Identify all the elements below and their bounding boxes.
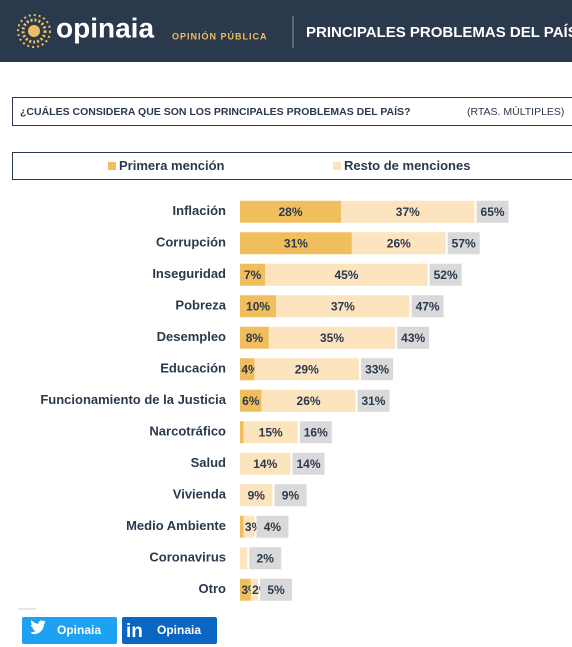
total-label: 47%: [416, 299, 440, 313]
bar-segment: [243, 421, 298, 444]
chart-title: ¿CUÁLES CONSIDERA QUE SON LOS PRINCIPALE…: [20, 105, 410, 118]
bar-segment: [240, 326, 269, 349]
total-box: [357, 389, 390, 412]
total-box: [292, 452, 325, 475]
total-label: 43%: [401, 331, 425, 345]
y-tick-label: Narcotráfico: [149, 424, 226, 439]
value-label: 29%: [295, 362, 319, 376]
bar-segment: [240, 421, 244, 444]
logo-icon: [17, 14, 51, 48]
value-label: 9%: [248, 488, 266, 502]
value-label: 15%: [259, 425, 283, 439]
y-tick-label: Funcionamiento de la Justicia: [40, 392, 226, 407]
y-tick-label: Otro: [199, 581, 227, 596]
header-title: PRINCIPALES PROBLEMAS DEL PAÍS: [306, 24, 572, 41]
bar-segment: [243, 515, 255, 538]
value-label: 31%: [284, 236, 308, 250]
value-label: 26%: [297, 394, 321, 408]
y-tick-label: Educación: [160, 361, 226, 376]
bar-segment: [250, 578, 259, 601]
header-bar: [0, 0, 572, 62]
value-label: 6%: [242, 394, 260, 408]
total-box: [249, 547, 282, 570]
total-box: [397, 326, 430, 349]
bar-segment: [240, 578, 251, 601]
linkedin-icon: in: [126, 621, 143, 642]
total-label: 65%: [481, 205, 505, 219]
legend-box: [12, 152, 572, 180]
legend-label: Primera mención: [119, 158, 225, 173]
twitter-button[interactable]: [22, 617, 117, 644]
y-tick-label: Vivienda: [173, 487, 227, 502]
y-tick-label: Pobreza: [175, 298, 226, 313]
total-label: 31%: [361, 394, 385, 408]
total-box: [274, 484, 307, 507]
value-label: 28%: [279, 205, 303, 219]
total-box: [299, 421, 332, 444]
total-box: [429, 263, 462, 286]
total-label: 2%: [257, 551, 275, 565]
total-label: 52%: [434, 268, 458, 282]
bar-segment: [240, 263, 266, 286]
bar-segment: [240, 452, 291, 475]
y-tick-label: Inflación: [173, 203, 227, 218]
bar-segment: [240, 484, 273, 507]
value-label: 7%: [244, 268, 262, 282]
value-label: 8%: [246, 331, 264, 345]
value-label: 45%: [334, 268, 358, 282]
total-box: [256, 515, 289, 538]
value-label: 10%: [246, 299, 270, 313]
bar-segment: [261, 389, 356, 412]
bar-segment: [341, 200, 475, 223]
bar-segment: [254, 358, 360, 381]
legend-swatch: [108, 162, 116, 170]
bar-segment: [276, 295, 410, 318]
y-tick-label: Coronavirus: [149, 550, 226, 565]
total-box: [447, 232, 480, 255]
linkedin-label[interactable]: Opinaia: [157, 623, 201, 637]
total-label: 16%: [304, 425, 328, 439]
bar-segment: [240, 547, 248, 570]
total-label: 9%: [282, 488, 300, 502]
legend-swatch: [333, 162, 341, 170]
value-label: 26%: [387, 236, 411, 250]
total-box: [361, 358, 394, 381]
y-tick-label: Corrupción: [156, 235, 226, 250]
linkedin-button[interactable]: [122, 617, 217, 644]
total-box: [260, 578, 293, 601]
brand: opinaia: [56, 12, 154, 43]
y-tick-label: Desempleo: [157, 329, 226, 344]
total-label: 57%: [452, 236, 476, 250]
bar-segment: [240, 295, 277, 318]
y-tick-label: Inseguridad: [152, 266, 226, 281]
bar-segment: [240, 232, 352, 255]
value-label: 37%: [396, 205, 420, 219]
brand-sub: OPINIÓN PÚBLICA: [172, 30, 268, 41]
total-box: [411, 295, 444, 318]
value-label: 14%: [253, 457, 277, 471]
bar-segment: [240, 515, 244, 538]
question-box: [12, 97, 572, 126]
total-label: 4%: [264, 520, 282, 534]
bar-segment: [268, 326, 396, 349]
legend-label: Resto de menciones: [344, 158, 470, 173]
y-tick-label: Medio Ambiente: [126, 518, 226, 533]
value-label: 37%: [331, 299, 355, 313]
twitter-label[interactable]: Opinaia: [57, 623, 101, 637]
total-label: 33%: [365, 362, 389, 376]
value-label: 35%: [320, 331, 344, 345]
total-box: [476, 200, 509, 223]
bar-segment: [265, 263, 428, 286]
chart-subtitle: (RTAS. MÚLTIPLES): [467, 105, 564, 118]
twitter-icon: [31, 620, 46, 635]
y-tick-label: Salud: [191, 455, 226, 470]
bar-segment: [240, 358, 255, 381]
total-label: 5%: [267, 583, 285, 597]
total-label: 14%: [297, 457, 321, 471]
bar-segment: [240, 389, 262, 412]
bar-segment: [240, 200, 342, 223]
bar-segment: [351, 232, 446, 255]
plot: Primera mención Resto de menciones Inflaci…: [40, 158, 509, 601]
